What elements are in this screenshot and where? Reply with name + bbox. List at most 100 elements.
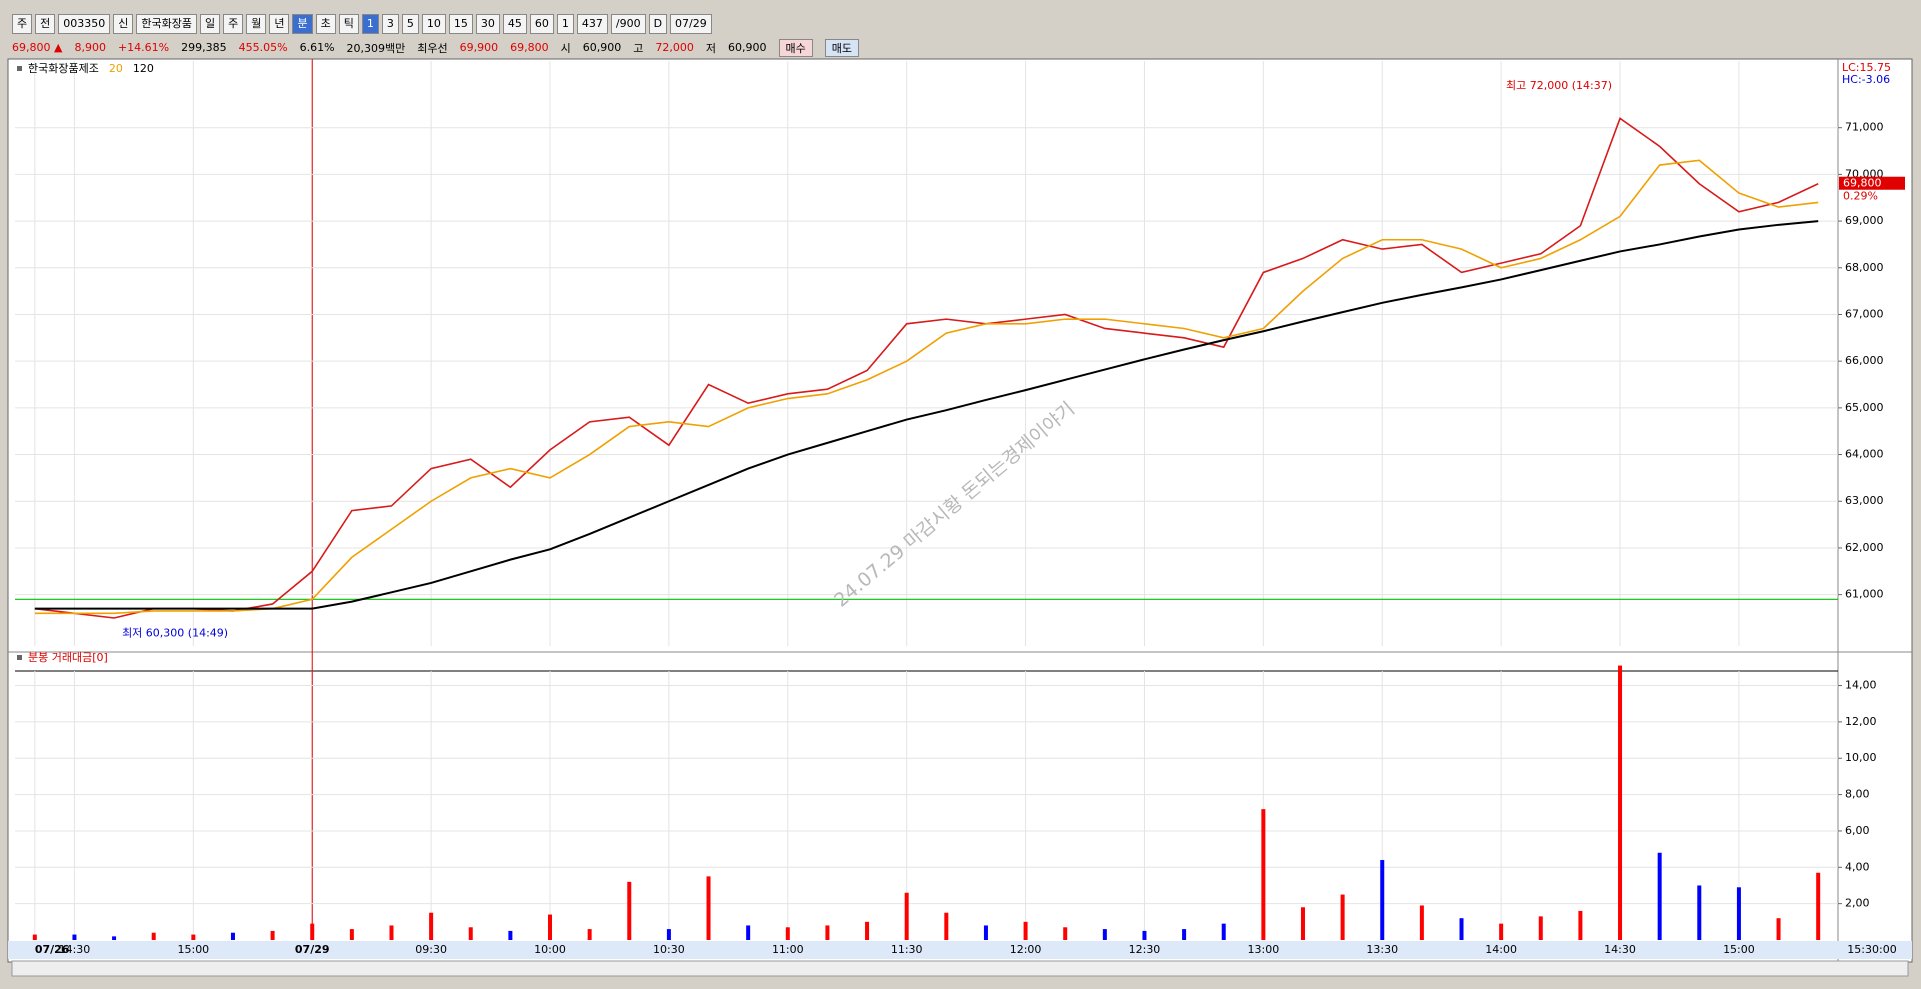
volume-bar [1182,929,1187,940]
volume-bar [706,876,711,940]
x-tick-label: 14:30 [59,943,91,956]
info-text: 6.61% [299,41,335,54]
toolbar: 주 전 003350 신 한국화장품 일 주 월 년 분 초 틱 1 3 5 10 15 30 45 60 1 437/9… [12,13,712,35]
toolbar-item[interactable]: 전 [35,14,56,34]
toolbar-item[interactable]: 3 [381,14,399,34]
toolbar-item[interactable]: 30 [475,14,500,34]
order-button[interactable]: 매수 [778,38,813,57]
volume-bar [1023,921,1028,940]
y-tick-label: 64,000 [1845,448,1884,461]
volume-bar [191,934,196,940]
y-tick-label: 2,00 [1845,897,1870,910]
info-text: +14.61% [117,41,170,54]
price-line [34,159,1819,615]
x-axis-band [8,941,1912,959]
toolbar-item[interactable]: 한국화장품 [136,14,197,34]
volume-bar [548,914,553,940]
info-text: 69,900 [459,41,499,54]
toolbar-item[interactable]: 437 [576,14,608,34]
legend-entry: 20 [109,62,123,75]
x-tick-label: 12:00 [1010,943,1042,956]
y-tick-label: 63,000 [1845,494,1884,507]
volume-bar [389,925,394,940]
y-tick-label: 68,000 [1845,261,1884,274]
x-tick-label: 10:00 [534,943,566,956]
x-tick-label: 15:00 [177,943,209,956]
annotation: 최저 60,300 (14:49) [122,626,228,639]
legend-marker [17,66,22,71]
volume-bar [1300,907,1305,940]
x-tick-label: 13:30 [1366,943,1398,956]
volume-bar [72,934,77,940]
volume-bar [151,932,156,940]
x-tick-label: 14:00 [1485,943,1517,956]
y-tick-label: 67,000 [1845,307,1884,320]
y-tick-label: 69,000 [1845,214,1884,227]
toolbar-item[interactable]: 틱 [338,14,359,34]
toolbar-item[interactable]: 60 [529,14,554,34]
side-label: HC:-3.06 [1842,73,1890,86]
toolbar-item[interactable]: 07/29 [670,14,712,34]
toolbar-item[interactable]: 신 [113,14,134,34]
x-tick-label: 15:30:00 [1847,943,1896,956]
toolbar-item[interactable]: D [648,14,668,34]
volume-bar [627,881,632,940]
y-tick-label: 62,000 [1845,541,1884,554]
volume-bar [112,936,117,940]
last-price-label: 69,800 [1843,177,1882,190]
toolbar-item[interactable]: 1 [556,14,574,34]
x-tick-label: 11:00 [772,943,804,956]
x-tick-label: 09:30 [415,943,447,956]
toolbar-item[interactable]: 월 [246,14,267,34]
toolbar-item[interactable]: 분 [292,14,313,34]
volume-bar [1340,894,1345,940]
info-text: 60,900 [582,41,622,54]
y-tick-label: 12,00 [1845,715,1877,728]
volume-bar [1776,918,1781,940]
toolbar-item[interactable]: 일 [199,14,221,34]
volume-bar [468,927,473,940]
info-text: 8,900 [74,41,106,54]
volume-bar [1419,905,1424,940]
volume-bar [1063,927,1068,940]
volume-bar [1578,910,1583,940]
toolbar-item[interactable]: 10 [421,14,446,34]
volume-bar [1657,852,1662,940]
scrollbar[interactable] [11,960,1909,977]
x-tick-label: 07/29 [295,943,330,956]
volume-bar [1618,665,1623,940]
volume-bar [666,929,671,940]
x-tick-label: 14:30 [1604,943,1636,956]
toolbar-item[interactable]: 15 [448,14,473,34]
info-text: 299,385 [181,41,227,54]
volume-bar [32,934,37,940]
toolbar-item[interactable]: 003350 [58,14,111,34]
toolbar-item[interactable]: 5 [401,14,419,34]
x-tick-label: 13:00 [1248,943,1280,956]
info-text: 20,309백만 [346,41,406,55]
order-button[interactable]: 매도 [824,38,860,57]
legend-entry: 한국화장품제조 [28,62,99,75]
info-bar: 69,800 ▲ 8,900 +14.61% 299,385 455.05% 6.61% 2… [12,38,860,57]
y-tick-label: 4,00 [1845,860,1870,873]
info-text: 60,900 [728,41,767,54]
toolbar-item[interactable]: 1 [361,14,379,34]
toolbar-item[interactable]: /900 [610,14,646,34]
toolbar-item[interactable]: 년 [269,14,290,34]
annotation: 최고 72,000 (14:37) [1506,79,1612,92]
toolbar-item[interactable]: 주 [12,14,33,34]
info-text: 455.05% [238,41,288,54]
panel-title: 분봉 거래대금[0] [28,651,108,664]
volume-bar [270,930,275,940]
volume-bar [1538,916,1543,940]
toolbar-item[interactable]: 초 [315,14,336,34]
toolbar-item[interactable]: 45 [502,14,527,34]
toolbar-item[interactable]: 주 [223,14,244,34]
volume-bar [1380,860,1385,940]
volume-bar [746,925,751,940]
volume-bar [1736,887,1741,940]
x-tick-label: 07/26 [35,943,70,956]
volume-bar [349,929,354,940]
